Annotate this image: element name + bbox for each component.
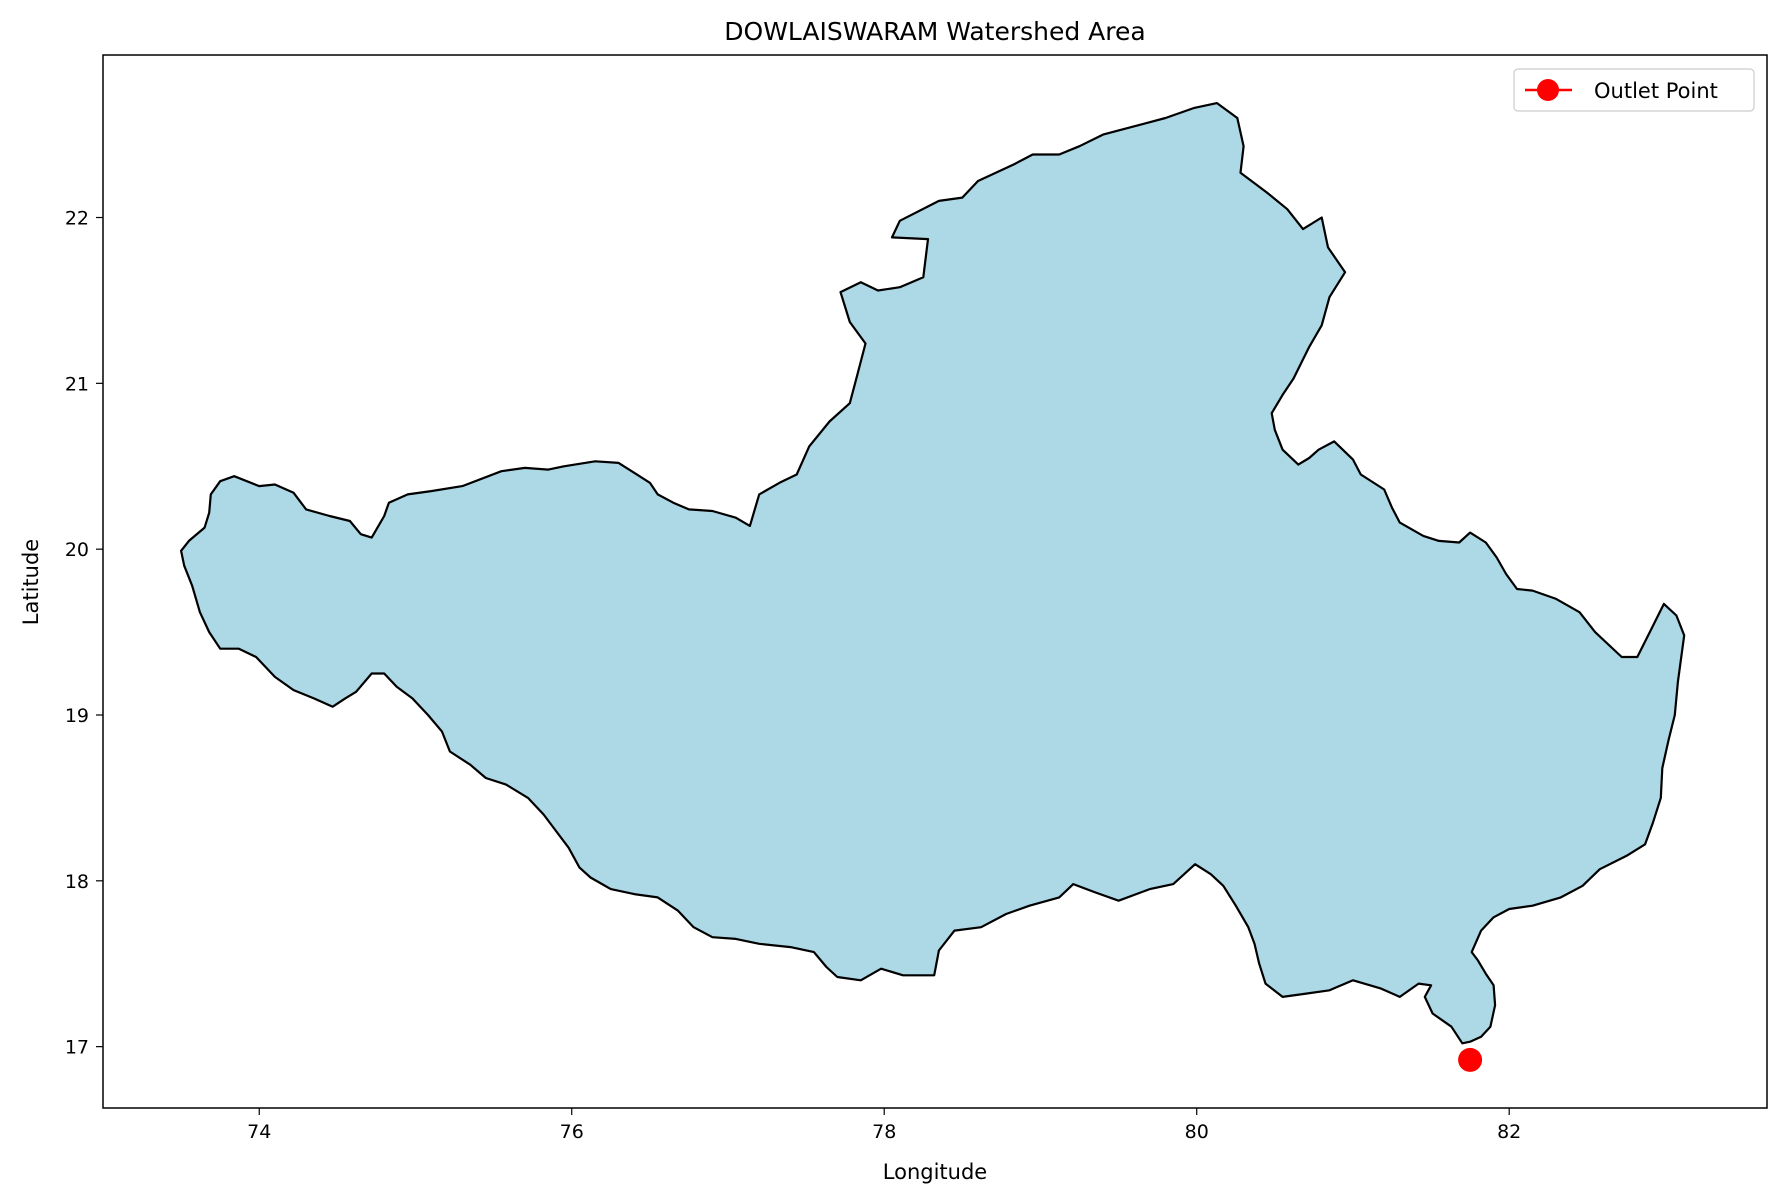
x-tick-label: 80: [1185, 1121, 1209, 1143]
legend-box: [1513, 68, 1755, 112]
plot-frame: [102, 54, 1768, 1109]
axis-ticks: 74 76 78 80 82 17 18 19 20 21 22: [65, 208, 1521, 1143]
y-axis-label: Latitude: [19, 539, 43, 625]
y-tick-label: 21: [65, 373, 89, 395]
legend-label: Outlet Point: [1594, 79, 1718, 103]
y-tick-label: 18: [65, 871, 89, 893]
x-axis-label: Longitude: [883, 1160, 987, 1184]
outlet-point-marker: [1458, 1047, 1483, 1072]
x-tick-label: 74: [247, 1121, 271, 1143]
y-tick-label: 17: [65, 1037, 89, 1059]
watershed-polygon: [180, 101, 1686, 1045]
x-tick-label: 76: [560, 1121, 584, 1143]
y-tick-label: 19: [65, 705, 89, 727]
y-tick-label: 20: [65, 539, 89, 561]
chart-title: DOWLAISWARAM Watershed Area: [724, 17, 1145, 46]
x-tick-label: 78: [872, 1121, 896, 1143]
y-tick-label: 22: [65, 208, 89, 230]
plot-layer: [180, 101, 1686, 1072]
legend: Outlet Point: [1513, 68, 1755, 112]
legend-marker: [1537, 79, 1559, 101]
x-tick-label: 82: [1497, 1121, 1521, 1143]
